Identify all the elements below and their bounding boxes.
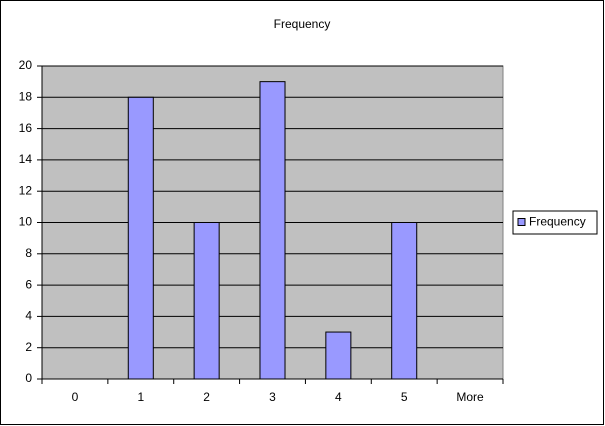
y-tick-label: 6 — [25, 277, 32, 291]
legend-swatch — [517, 218, 526, 226]
x-tick-label: 1 — [137, 390, 144, 404]
y-tick-label: 12 — [19, 183, 33, 197]
y-tick-label: 0 — [25, 371, 32, 385]
x-tick-label: 2 — [203, 390, 210, 404]
x-tick-label: 0 — [72, 390, 79, 404]
bar — [259, 81, 286, 380]
y-tick-label: 16 — [19, 121, 33, 135]
y-tick-label: 18 — [19, 89, 33, 103]
y-tick-label: 14 — [19, 152, 33, 166]
y-tick-label: 4 — [25, 309, 32, 323]
x-tick-label: 3 — [269, 390, 276, 404]
y-tick-label: 8 — [25, 246, 32, 260]
bar — [127, 96, 154, 380]
x-tick-label: 5 — [401, 390, 408, 404]
x-tick-label: 4 — [335, 390, 342, 404]
legend-label: Frequency — [529, 215, 586, 229]
bar — [391, 222, 418, 380]
legend-box — [512, 210, 598, 235]
y-tick-label: 20 — [19, 58, 33, 72]
x-tick-label: More — [456, 390, 484, 404]
bar — [193, 222, 220, 380]
bar — [325, 331, 352, 380]
y-tick-label: 2 — [25, 340, 32, 354]
y-tick-label: 10 — [19, 215, 33, 229]
chart-title: Frequency — [274, 17, 331, 31]
